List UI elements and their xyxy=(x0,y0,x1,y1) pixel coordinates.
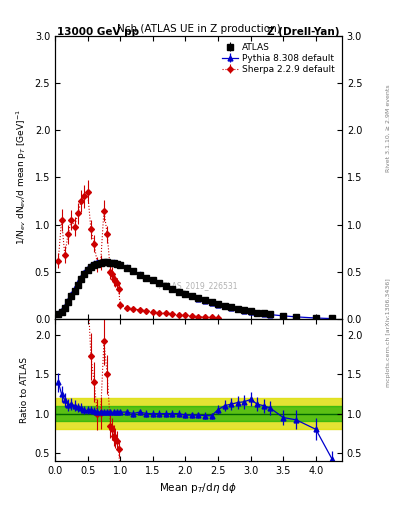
Title: Nch (ATLAS UE in Z production): Nch (ATLAS UE in Z production) xyxy=(117,24,280,34)
Text: 13000 GeV pp: 13000 GeV pp xyxy=(57,27,139,37)
X-axis label: Mean p$_T$/d$\eta$ d$\phi$: Mean p$_T$/d$\eta$ d$\phi$ xyxy=(160,481,237,495)
Text: ATLAS_2019_226531: ATLAS_2019_226531 xyxy=(159,281,238,290)
Text: mcplots.cern.ch [arXiv:1306.3436]: mcplots.cern.ch [arXiv:1306.3436] xyxy=(386,279,391,387)
Y-axis label: Ratio to ATLAS: Ratio to ATLAS xyxy=(20,357,29,423)
Text: Rivet 3.1.10, ≥ 2.9M events: Rivet 3.1.10, ≥ 2.9M events xyxy=(386,84,391,172)
Legend: ATLAS, Pythia 8.308 default, Sherpa 2.2.9 default: ATLAS, Pythia 8.308 default, Sherpa 2.2.… xyxy=(219,40,338,76)
Text: Z (Drell-Yan): Z (Drell-Yan) xyxy=(268,27,340,37)
Y-axis label: 1/N$_{ev}$ dN$_{ev}$/d mean p$_T$ [GeV]$^{-1}$: 1/N$_{ev}$ dN$_{ev}$/d mean p$_T$ [GeV]$… xyxy=(15,110,29,245)
